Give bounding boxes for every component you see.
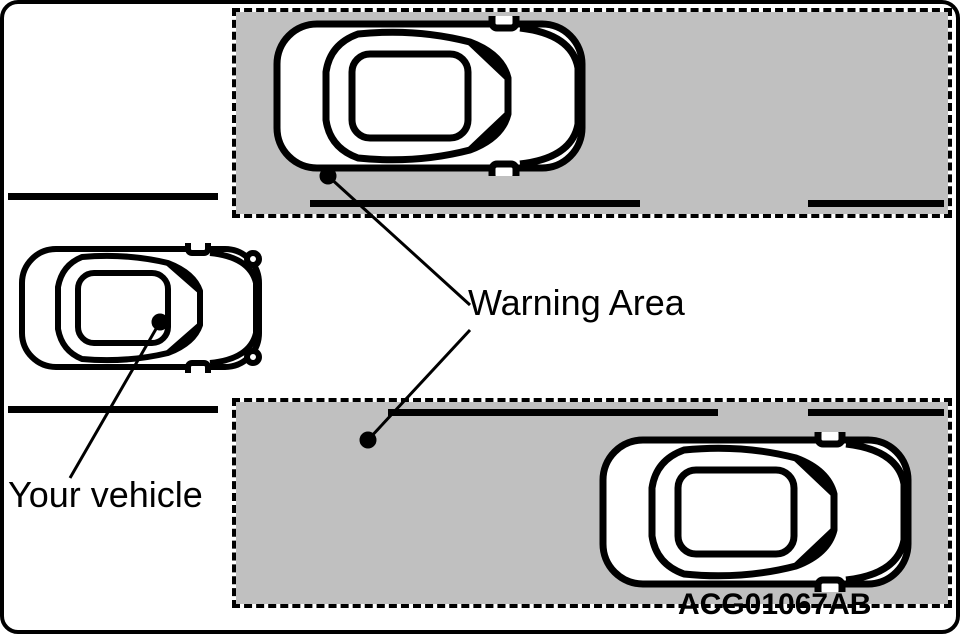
lane-line [8,193,218,200]
top-approaching-vehicle [272,16,587,176]
warning-area-label: Warning Area [468,282,685,324]
diagram-stage: Your vehicle Warning Area ACG01067AB [0,0,960,634]
your-vehicle-label: Your vehicle [8,474,203,516]
figure-code-label: ACG01067AB [678,588,871,622]
your-vehicle [18,243,263,373]
lane-line [8,406,218,413]
bottom-approaching-vehicle [598,432,913,592]
